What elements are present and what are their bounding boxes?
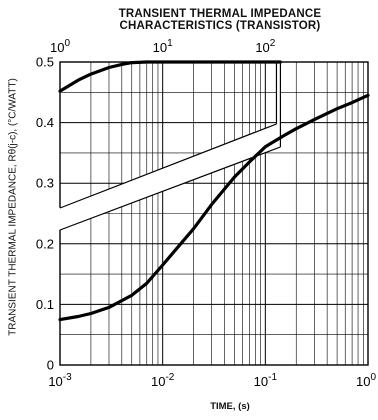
x-top-tick-label: 100	[50, 38, 70, 55]
break-line-upper	[59, 123, 277, 209]
y-tick-label: 0	[47, 358, 54, 373]
y-tick-label: 0.1	[36, 297, 54, 312]
axis-break-band	[59, 61, 281, 230]
y-tick-label: 0.3	[36, 176, 54, 191]
chart-subtitle: CHARACTERISTICS (TRANSISTOR)	[119, 20, 321, 32]
x-bottom-tick-label: 10-2	[151, 372, 175, 389]
break-line-lower	[59, 146, 281, 231]
y-tick-label: 0.5	[36, 55, 54, 70]
x-bottom-tick-label: 100	[356, 372, 376, 389]
chart-title: TRANSIENT THERMAL IMPEDANCE	[118, 8, 322, 20]
x-axis-label: TIME, (s)	[210, 401, 250, 412]
x-bottom-tick-label: 10-3	[48, 372, 72, 389]
x-bottom-tick-label: 10-1	[254, 372, 278, 389]
series-line-1	[58, 93, 370, 322]
y-axis-label: TRANSIENT THERMAL IMPEDANCE, Rθ(j-c), (°…	[7, 78, 19, 336]
x-top-tick-label: 101	[153, 38, 173, 55]
y-tick-label: 0.4	[36, 115, 54, 130]
y-tick-label: 0.2	[36, 236, 54, 251]
series-line-2	[58, 60, 282, 93]
x-top-tick-label: 102	[255, 38, 275, 55]
